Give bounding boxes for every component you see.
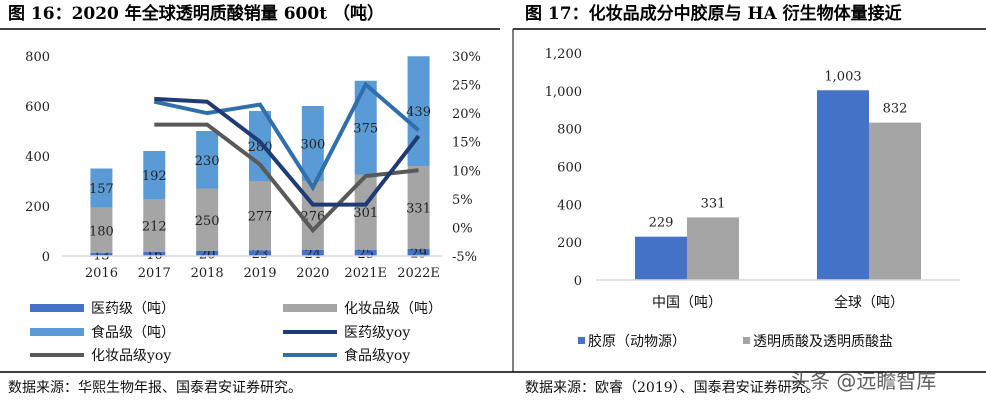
bar-segment: [143, 151, 166, 199]
data-label: 250: [195, 214, 220, 229]
bar-segment: [407, 166, 430, 249]
data-label: 331: [701, 196, 726, 211]
data-label: 20: [199, 248, 216, 263]
x-tick-label: 2016: [85, 266, 118, 281]
x-tick-label: 2018: [191, 266, 224, 281]
y-tick-label: 800: [557, 123, 582, 138]
legend-label: 胶原（动物源）: [588, 333, 686, 350]
legend-swatch: [743, 337, 750, 344]
yoy-line: [154, 122, 419, 234]
y2-tick-label: 25%: [452, 79, 481, 94]
y-tick-label: 800: [25, 50, 50, 65]
data-label: 25: [357, 247, 374, 262]
x-tick-label: 全球（吨）: [834, 294, 904, 311]
data-label: 212: [142, 220, 167, 235]
y2-tick-label: -5%: [452, 250, 477, 265]
data-label: 1,003: [824, 69, 861, 84]
bar-segment: [249, 111, 271, 181]
legend-label: 食品级（吨）: [91, 324, 175, 341]
y-tick-label: 400: [557, 198, 582, 213]
y-tick-label: 200: [557, 236, 582, 251]
data-label: 375: [353, 122, 378, 137]
legend-label: 化妆品级yoy: [91, 348, 171, 364]
source-right: 数据来源：欧睿（2019）、国泰君安证券研究。: [525, 380, 820, 396]
data-label: 192: [142, 169, 167, 184]
bar-segment: [143, 252, 166, 256]
y-tick-label: 600: [557, 161, 582, 176]
data-label: 300: [300, 138, 325, 153]
source-left: 数据来源：华熙生物年报、国泰君安证券研究。: [8, 380, 302, 396]
x-tick-label: 2017: [138, 266, 171, 281]
data-label: 230: [195, 154, 220, 169]
y2-tick-label: 0%: [452, 221, 473, 236]
y-tick-label: 0: [42, 250, 50, 265]
data-label: 180: [89, 224, 114, 239]
legend-label: 食品级yoy: [344, 347, 410, 364]
y-tick-label: 1,000: [545, 85, 582, 100]
bar-segment: [143, 199, 166, 252]
chart-title-right: 图 17：化妆品成分中胶原与 HA 衍生物体量接近: [525, 3, 902, 24]
data-label: 157: [89, 182, 114, 197]
y2-tick-label: 15%: [452, 136, 481, 151]
y2-tick-label: 5%: [452, 193, 473, 208]
bar: [817, 90, 869, 280]
left-chart: 0 200 400 600 800 -5% 0% 5% 10% 15% 20% 25% 30% 2016 2…: [25, 50, 481, 364]
y2-tick-label: 20%: [452, 107, 481, 122]
legend-swatch: [578, 337, 585, 344]
legend-label: 医药级（吨）: [91, 301, 175, 317]
legend-swatch: [30, 304, 84, 312]
bar: [687, 217, 739, 280]
bar-segment: [354, 249, 377, 256]
y-tick-label: 400: [25, 150, 50, 165]
legend-label: 医药级yoy: [344, 325, 410, 341]
y-tick-label: 1,200: [545, 47, 582, 62]
chart-title-left: 图 16：2020 年全球透明质酸销量 600t （吨）: [8, 3, 384, 24]
bar-segment: [354, 174, 377, 250]
y2-tick-label: 30%: [452, 50, 481, 65]
legend-label: 化妆品级（吨）: [344, 301, 442, 317]
bar-segment: [90, 252, 113, 256]
bar-segment: [249, 250, 271, 256]
data-label: 832: [883, 102, 908, 117]
y-tick-label: 200: [25, 200, 50, 215]
bar-segment: [90, 168, 113, 208]
bar-segment: [407, 248, 430, 256]
legend-swatch: [30, 328, 84, 336]
x-tick-label: 2021E: [344, 266, 387, 281]
data-label: 331: [406, 201, 431, 216]
legend-swatch: [283, 304, 337, 312]
data-label: 24: [305, 247, 322, 262]
bar-segment: [407, 56, 430, 166]
bar-segment: [354, 80, 377, 175]
yoy-line: [153, 81, 420, 192]
data-label: 29: [410, 246, 427, 261]
bar: [869, 122, 921, 280]
y-tick-label: 600: [25, 100, 50, 115]
x-tick-label: 2022E: [397, 266, 440, 281]
bar-segment: [249, 181, 271, 251]
data-label: 23: [252, 247, 269, 262]
data-label: 277: [248, 210, 273, 225]
x-tick-label: 2020: [296, 266, 329, 281]
y2-tick-label: 10%: [452, 164, 481, 179]
x-tick-label: 2019: [243, 266, 276, 281]
watermark: 头条 @远瞻智库: [790, 369, 936, 393]
bar-segment: [90, 207, 113, 253]
bar-segment: [301, 106, 324, 181]
y-tick-label: 0: [574, 274, 582, 289]
bar-segment: [196, 131, 219, 189]
data-label: 301: [353, 206, 378, 221]
bar-segment: [301, 250, 324, 256]
data-label: 229: [649, 216, 674, 231]
bar: [635, 236, 687, 280]
yoy-line: [154, 96, 421, 207]
x-tick-label: 中国（吨）: [652, 295, 722, 311]
right-chart: 0 200 400 600 800 1,000 1,200 229 331 中国（吨） 1,003 8…: [545, 47, 960, 350]
bar-segment: [196, 251, 219, 256]
data-label: 439: [406, 105, 431, 120]
bar-segment: [196, 188, 219, 251]
legend-label: 透明质酸及透明质酸盐: [753, 334, 893, 350]
